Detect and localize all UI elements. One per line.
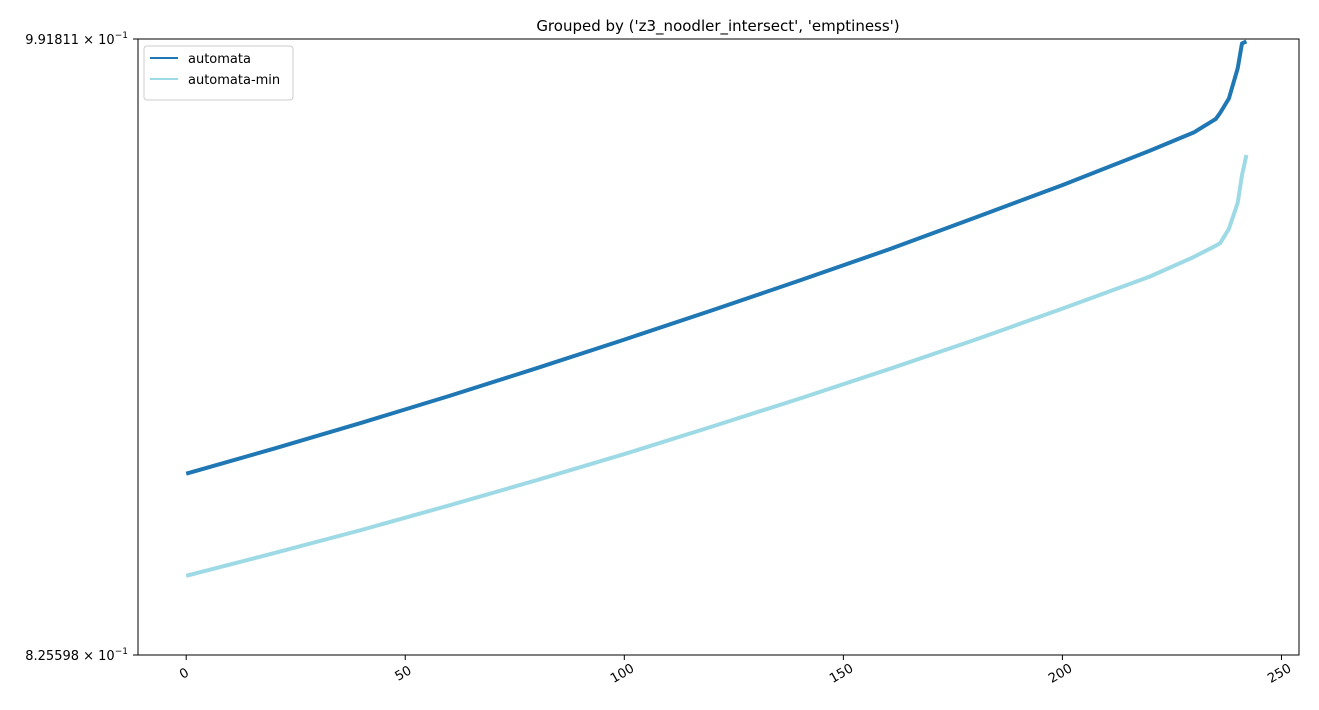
y-tick-label: 9.91811 × 10−1 [25,31,128,48]
series-line-1 [185,154,1249,578]
x-tick-label: 200 [1046,661,1075,686]
legend-label: automata [188,52,251,67]
legend-label: automata-min [188,73,280,88]
series-line-0 [185,39,1248,476]
y-axis: 8.25598 × 10−1 9.91811 × 10−1 [25,31,138,664]
y-tick-label: 8.25598 × 10−1 [25,647,128,664]
x-axis: 0 50 100 150 200 250 [177,655,1294,687]
x-tick-label: 100 [608,661,637,686]
plot-lines [185,39,1249,578]
chart-title: Grouped by ('z3_noodler_intersect', 'emp… [536,17,899,36]
x-tick-label: 150 [827,661,856,686]
x-tick-label: 250 [1265,661,1294,686]
x-tick-label: 0 [177,665,192,682]
x-tick-label: 50 [393,663,415,684]
legend: automata automata-min [143,45,294,101]
plot-frame [137,38,1300,656]
legend-box [143,45,294,101]
